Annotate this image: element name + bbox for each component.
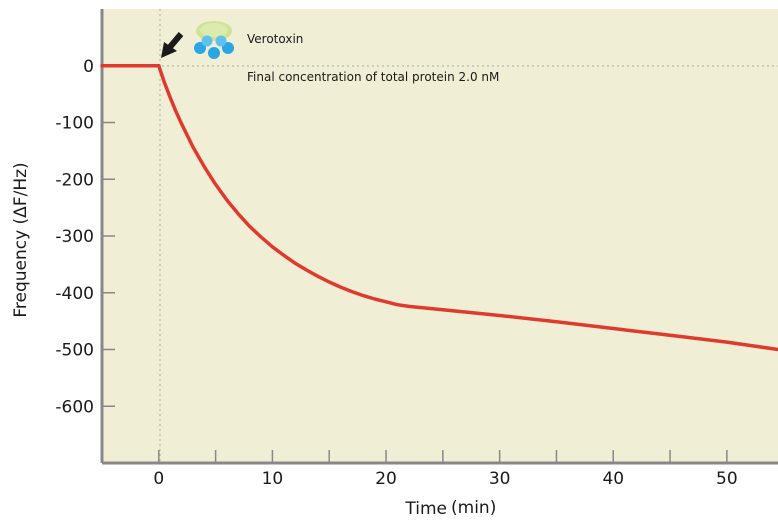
y-tick-label: 0 bbox=[83, 57, 94, 77]
y-tick-label: -200 bbox=[55, 170, 94, 190]
frequency-series-line bbox=[100, 64, 778, 352]
verotoxin-label: Verotoxin bbox=[247, 32, 303, 46]
y-tick-label: -300 bbox=[55, 227, 94, 247]
y-axis-label: Frequency (ΔF/Hz) bbox=[11, 162, 31, 317]
y-tick-label: -600 bbox=[55, 397, 94, 417]
x-ticks: 0 10 20 30 40 50 bbox=[153, 450, 738, 489]
y-tick-label: -100 bbox=[55, 114, 94, 134]
y-tick-label: -500 bbox=[55, 341, 94, 361]
concentration-note: Final concentration of total protein 2.0… bbox=[247, 70, 499, 84]
x-axis-unit: (min) bbox=[451, 498, 496, 518]
x-tick-label: 0 bbox=[153, 469, 164, 489]
arrow-icon bbox=[161, 32, 184, 58]
x-tick-label: 40 bbox=[602, 469, 624, 489]
x-axis-title: Time (min) bbox=[404, 498, 496, 519]
plot-area bbox=[102, 9, 778, 463]
x-tick-label: 10 bbox=[262, 469, 284, 489]
y-tick-label: -400 bbox=[55, 284, 94, 304]
x-axis-label: Time bbox=[404, 499, 447, 519]
x-tick-label: 20 bbox=[375, 469, 397, 489]
x-tick-label: 30 bbox=[489, 469, 511, 489]
y-ticks: 0 -100 -200 -300 -400 -500 -600 bbox=[55, 57, 115, 417]
verotoxin-molecule-icon bbox=[194, 21, 234, 59]
x-tick-label: 50 bbox=[716, 469, 738, 489]
